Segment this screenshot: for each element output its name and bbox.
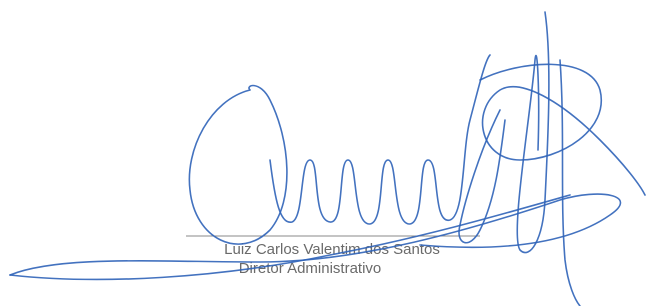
page: Luiz Carlos Valentim dos Santos Diretor … (0, 0, 654, 306)
signature-document: Luiz Carlos Valentim dos Santos Diretor … (0, 0, 654, 306)
